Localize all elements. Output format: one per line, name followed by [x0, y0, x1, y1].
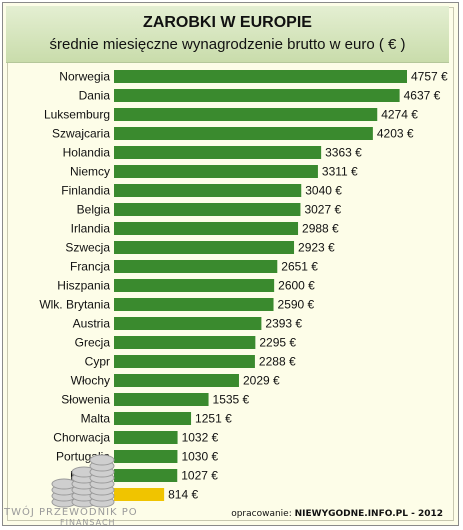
category-label: Irlandia: [71, 222, 111, 236]
category-label: Holandia: [63, 146, 111, 160]
logo-text-line1: TWÓJ PRZEWODNIK PO: [4, 507, 138, 518]
bar: [114, 469, 178, 482]
bar: [114, 374, 239, 387]
bar: [114, 431, 178, 444]
category-label: Cypr: [85, 355, 110, 369]
value-label: 4637 €: [404, 89, 441, 103]
value-label: 1251 €: [195, 412, 232, 426]
logo-text-line2: FINANSACH: [60, 518, 116, 527]
footer-source: NIEWYGODNE.INFO.PL - 2012: [294, 509, 443, 519]
bar: [114, 184, 302, 197]
value-label: 1032 €: [182, 431, 219, 445]
category-label: Szwajcaria: [52, 127, 110, 141]
value-label: 3027 €: [304, 203, 341, 217]
category-label: Słowenia: [61, 393, 110, 407]
bar: [114, 317, 262, 330]
category-label: Belgia: [77, 203, 111, 217]
category-label: Luksemburg: [44, 108, 110, 122]
category-label: Szwecja: [65, 241, 110, 255]
footer-label: opracowanie:: [231, 509, 292, 519]
value-label: 3311 €: [322, 165, 358, 179]
bar: [114, 260, 278, 273]
category-label: Finlandia: [61, 184, 110, 198]
value-label: 3040 €: [305, 184, 342, 198]
value-label: 1027 €: [181, 469, 218, 483]
bar: [114, 222, 299, 235]
value-label: 1030 €: [181, 450, 218, 464]
value-label: 4203 €: [377, 127, 414, 141]
value-label: 2393 €: [265, 317, 302, 331]
value-label: 2923 €: [298, 241, 335, 255]
category-label: Grecja: [75, 336, 111, 350]
bar: [114, 165, 318, 178]
chart-subtitle: średnie miesięczne wynagrodzenie brutto …: [49, 36, 406, 53]
bar-chart: Norwegia 4757 € Dania 4637 € Luksemburg 4274 …: [39, 70, 448, 502]
bar: [114, 89, 400, 102]
value-label: 2988 €: [302, 222, 339, 236]
chart-title: ZAROBKI W EUROPIE: [143, 14, 312, 31]
value-label: 2651 €: [281, 260, 318, 274]
value-label: 2600 €: [278, 279, 315, 293]
category-label: Norwegia: [59, 70, 110, 84]
value-label: 1535 €: [213, 393, 250, 407]
bar: [114, 279, 275, 292]
bar: [114, 146, 322, 159]
value-label: 3363 €: [325, 146, 362, 160]
bar: [114, 412, 192, 425]
bar: [114, 336, 256, 349]
category-label: Niemcy: [70, 165, 110, 179]
bar: [114, 298, 274, 311]
coin-stack-logo: [51, 454, 115, 508]
category-label: Chorwacja: [53, 431, 110, 445]
category-label: Francja: [70, 260, 110, 274]
value-label: 2295 €: [259, 336, 296, 350]
bar: [114, 355, 255, 368]
bar: [114, 488, 165, 501]
value-label: 2029 €: [243, 374, 280, 388]
bar: [114, 108, 378, 121]
value-label: 814 €: [168, 488, 198, 502]
footer-credit: opracowanie: NIEWYGODNE.INFO.PL - 2012: [231, 509, 443, 519]
value-label: 4757 €: [411, 70, 448, 84]
category-label: Austria: [73, 317, 111, 331]
bar: [114, 70, 407, 83]
category-label: Wlk. Brytania: [39, 298, 110, 312]
category-label: Dania: [79, 89, 111, 103]
category-label: Hiszpania: [57, 279, 110, 293]
bar: [114, 127, 373, 140]
value-label: 2288 €: [259, 355, 296, 369]
value-label: 2590 €: [278, 298, 315, 312]
value-label: 4274 €: [381, 108, 418, 122]
category-label: Włochy: [71, 374, 110, 388]
bar: [114, 393, 209, 406]
bar: [114, 203, 301, 216]
chart-header: ZAROBKI W EUROPIE średnie miesięczne wyn…: [6, 6, 449, 63]
bar: [114, 241, 295, 254]
bar: [114, 450, 178, 463]
category-label: Malta: [81, 412, 111, 426]
